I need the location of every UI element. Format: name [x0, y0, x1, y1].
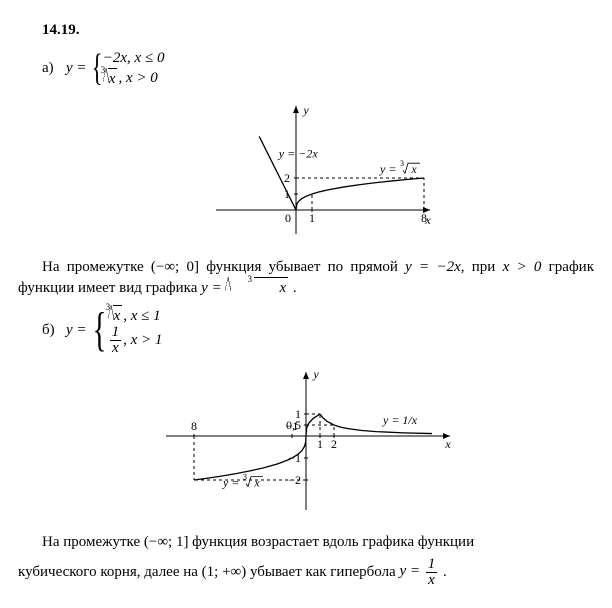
fraction-icon: 1 x [110, 325, 122, 356]
svg-text:x: x [253, 476, 260, 490]
svg-text:1: 1 [309, 211, 315, 225]
svg-text:y: y [302, 103, 309, 117]
svg-text:y = 1/x: y = 1/x [382, 413, 418, 427]
part-b-case2: 1 x , x > 1 [108, 326, 163, 354]
part-a-case1: −2x, x ≤ 0 [103, 48, 165, 68]
part-a-case2: 3 x , x > 0 [103, 68, 165, 88]
svg-text:y = −2x: y = −2x [278, 147, 319, 161]
cbrt-icon: 3 x [109, 305, 123, 326]
problem-number: 14.19. [18, 20, 594, 40]
figure-a-svg: xy01812y = −2xy =3x [176, 100, 436, 240]
svg-text:y =: y = [379, 162, 396, 176]
part-b-cases: 3 x , x ≤ 1 1 x , x > 1 [108, 306, 163, 354]
brace-icon: { [92, 306, 106, 354]
svg-text:8: 8 [191, 419, 197, 433]
part-b-case1: 3 x , x ≤ 1 [108, 306, 163, 326]
svg-text:2: 2 [331, 437, 337, 451]
part-a-lhs: y = [66, 58, 87, 78]
part-a-equation: а) y = { −2x, x ≤ 0 3 x , x > 0 [42, 48, 594, 88]
eq-y-cbrt: y = 3x [201, 280, 293, 296]
text-b-1: На промежутке (−∞; 1] функция возрастает… [18, 532, 594, 552]
svg-text:2: 2 [284, 171, 290, 185]
text-a: На промежутке (−∞; 0] функция убывает по… [18, 257, 594, 299]
part-b-lhs: y = [66, 320, 87, 340]
cbrt-icon: 3x [226, 277, 288, 298]
part-b-equation: б) y = { 3 x , x ≤ 1 1 x , x > 1 [42, 306, 594, 354]
svg-text:0: 0 [285, 211, 291, 225]
cbrt-icon: 3 x [104, 68, 118, 89]
part-b-label: б) [42, 320, 66, 340]
figure-a: xy01812y = −2xy =3x [18, 100, 594, 246]
svg-text:y: y [312, 367, 319, 381]
svg-text:8: 8 [421, 211, 427, 225]
svg-text:x: x [410, 162, 417, 176]
svg-text:1: 1 [317, 437, 323, 451]
svg-text:0,5: 0,5 [286, 418, 301, 432]
svg-text:3: 3 [243, 473, 247, 482]
figure-b: xy8−11210,5−1−2y =3xy = 1/x [18, 366, 594, 522]
figure-b-svg: xy8−11210,5−1−2y =3xy = 1/x [156, 366, 456, 516]
svg-text:x: x [444, 437, 451, 451]
part-a-cases: −2x, x ≤ 0 3 x , x > 0 [103, 48, 165, 88]
svg-text:y =: y = [222, 476, 239, 490]
text-b-2: кубического корня, далее на (1; +∞) убыв… [18, 557, 594, 588]
part-a-label: а) [42, 58, 66, 78]
svg-text:3: 3 [400, 159, 404, 168]
